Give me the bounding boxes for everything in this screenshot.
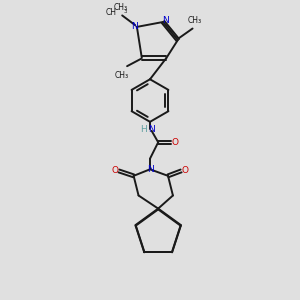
Text: O: O	[182, 167, 189, 176]
Text: N: N	[147, 165, 153, 174]
Text: H: H	[140, 125, 147, 134]
Text: CH: CH	[105, 8, 116, 17]
Text: N: N	[162, 16, 169, 25]
Text: N: N	[148, 125, 155, 134]
Text: O: O	[172, 138, 179, 147]
Text: CH₃: CH₃	[113, 3, 128, 12]
Text: 3: 3	[124, 9, 127, 14]
Text: O: O	[111, 167, 118, 176]
Text: N: N	[131, 22, 138, 31]
Text: CH₃: CH₃	[115, 71, 129, 80]
Text: CH₃: CH₃	[187, 16, 201, 25]
